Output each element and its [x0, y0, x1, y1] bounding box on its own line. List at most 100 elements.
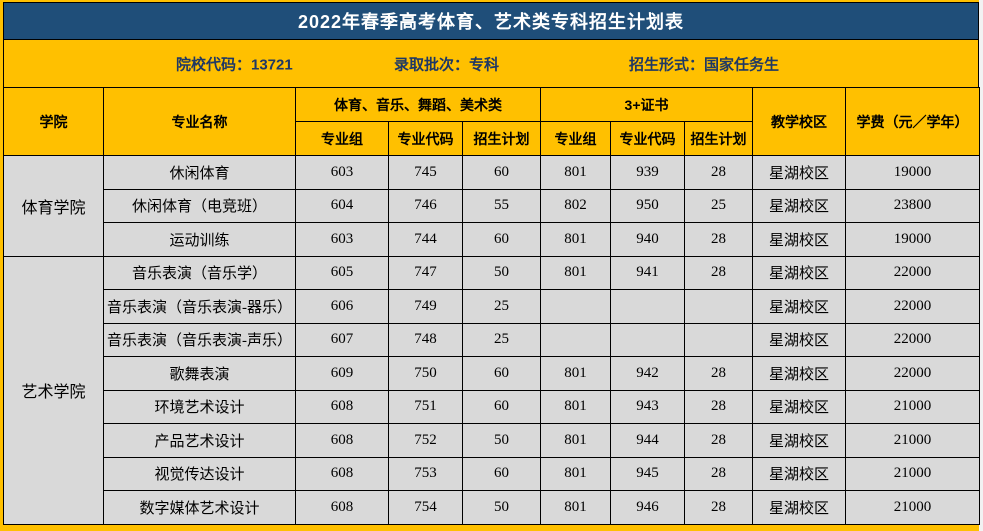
cert-code-cell — [610, 322, 686, 357]
header-tuition: 学费（元／学年） — [845, 87, 981, 156]
cert-group-cell: 801 — [540, 456, 612, 491]
tuition-cell: 21000 — [845, 423, 981, 458]
cert-group-cell: 801 — [540, 389, 612, 424]
cert-plan-cell — [684, 322, 754, 357]
table-row: 产品艺术设计 608 752 50 801 944 28 星湖校区 21000 — [4, 423, 981, 458]
major-cell: 休闲体育（电竞班） — [103, 188, 296, 223]
cert-code-cell: 942 — [610, 356, 686, 391]
header-cert-code: 专业代码 — [610, 121, 686, 156]
cert-plan-cell: 28 — [684, 255, 754, 290]
tuition-cell: 19000 — [845, 222, 981, 257]
arts-code-cell: 747 — [388, 255, 463, 290]
campus-cell: 星湖校区 — [752, 490, 847, 525]
arts-group-cell: 608 — [295, 423, 389, 458]
table-row: 数字媒体艺术设计 608 754 50 801 946 28 星湖校区 2100… — [4, 490, 981, 525]
cert-plan-cell: 28 — [684, 389, 754, 424]
major-cell: 环境艺术设计 — [103, 389, 296, 424]
major-cell: 音乐表演（音乐学） — [103, 255, 296, 290]
arts-group-cell: 604 — [295, 188, 389, 223]
cert-code-cell: 946 — [610, 490, 686, 525]
arts-group-cell: 607 — [295, 322, 389, 357]
arts-group-cell: 608 — [295, 490, 389, 525]
cert-plan-cell: 28 — [684, 456, 754, 491]
cert-plan-cell — [684, 289, 754, 324]
major-cell: 产品艺术设计 — [103, 423, 296, 458]
header-arts-group: 专业组 — [295, 121, 389, 156]
college-cell: 体育学院 — [3, 155, 104, 257]
tuition-cell: 23800 — [845, 188, 981, 223]
header-campus: 教学校区 — [752, 87, 847, 156]
cert-group-cell: 801 — [540, 356, 612, 391]
arts-code-cell: 754 — [388, 490, 463, 525]
header-row-subs: 专业组 专业代码 招生计划 专业组 专业代码 招生计划 — [4, 121, 980, 156]
arts-group-cell: 608 — [295, 389, 389, 424]
cert-group-cell: 801 — [540, 255, 612, 290]
tuition-cell: 21000 — [845, 490, 981, 525]
header-arts-code: 专业代码 — [388, 121, 463, 156]
tuition-cell: 22000 — [845, 255, 981, 290]
campus-cell: 星湖校区 — [752, 188, 847, 223]
header-arts-plan: 招生计划 — [461, 121, 542, 156]
header-cert-plan: 招生计划 — [684, 121, 754, 156]
campus-cell: 星湖校区 — [752, 356, 847, 391]
cert-plan-cell: 28 — [684, 490, 754, 525]
page-title: 2022年春季高考体育、艺术类专科招生计划表 — [3, 2, 979, 40]
cert-group-cell: 801 — [540, 155, 612, 190]
sheet-right-edge — [979, 0, 983, 531]
cert-code-cell: 940 — [610, 222, 686, 257]
major-cell: 休闲体育 — [103, 155, 296, 190]
campus-cell: 星湖校区 — [752, 322, 847, 357]
table-row: 休闲体育（电竞班） 604 746 55 802 950 25 星湖校区 238… — [4, 188, 981, 223]
arts-group-cell: 606 — [295, 289, 389, 324]
header-row-groups: 学院 专业名称 体育、音乐、舞蹈、美术类 3+证书 教学校区 学费（元／学年） — [3, 87, 981, 156]
school-code: 院校代码：13721 — [176, 56, 293, 73]
table-row: 歌舞表演 609 750 60 801 942 28 星湖校区 22000 — [4, 356, 981, 391]
header-group-arts: 体育、音乐、舞蹈、美术类 — [294, 87, 542, 122]
arts-group-cell: 605 — [295, 255, 389, 290]
arts-code-cell: 744 — [388, 222, 463, 257]
arts-code-cell: 752 — [388, 423, 463, 458]
header-college: 学院 — [3, 87, 104, 156]
arts-plan-cell: 60 — [461, 389, 542, 424]
info-bar: 院校代码：13721 录取批次：专科 招生形式：国家任务生 — [3, 40, 979, 87]
table-row: 视觉传达设计 608 753 60 801 945 28 星湖校区 21000 — [4, 456, 981, 491]
cert-code-cell: 950 — [610, 188, 686, 223]
cert-group-cell: 802 — [540, 188, 612, 223]
major-cell: 视觉传达设计 — [103, 456, 296, 491]
table-row: 音乐表演（音乐表演-声乐） 607 748 25 星湖校区 22000 — [4, 322, 981, 357]
arts-group-cell: 608 — [295, 456, 389, 491]
cert-plan-cell: 28 — [684, 423, 754, 458]
arts-group-cell: 603 — [295, 222, 389, 257]
arts-code-cell: 749 — [388, 289, 463, 324]
tuition-cell: 21000 — [845, 456, 981, 491]
campus-cell: 星湖校区 — [752, 255, 847, 290]
table-row: 环境艺术设计 608 751 60 801 943 28 星湖校区 21000 — [4, 389, 981, 424]
cert-plan-cell: 25 — [684, 188, 754, 223]
arts-plan-cell: 60 — [461, 456, 542, 491]
cert-plan-cell: 28 — [684, 356, 754, 391]
campus-cell: 星湖校区 — [752, 155, 847, 190]
tuition-cell: 22000 — [845, 289, 981, 324]
tuition-cell: 22000 — [845, 356, 981, 391]
arts-plan-cell: 25 — [461, 322, 542, 357]
tuition-cell: 22000 — [845, 322, 981, 357]
campus-cell: 星湖校区 — [752, 423, 847, 458]
cert-group-cell — [540, 322, 612, 357]
major-cell: 歌舞表演 — [103, 356, 296, 391]
enrollment-table: 学院 专业名称 体育、音乐、舞蹈、美术类 3+证书 教学校区 学费（元／学年） … — [3, 87, 981, 525]
arts-plan-cell: 60 — [461, 356, 542, 391]
arts-code-cell: 746 — [388, 188, 463, 223]
cert-code-cell: 944 — [610, 423, 686, 458]
campus-cell: 星湖校区 — [752, 222, 847, 257]
arts-code-cell: 750 — [388, 356, 463, 391]
admission-batch: 录取批次：专科 — [394, 56, 500, 73]
major-cell: 运动训练 — [103, 222, 296, 257]
arts-plan-cell: 50 — [461, 423, 542, 458]
tuition-cell: 19000 — [845, 155, 981, 190]
arts-group-cell: 609 — [295, 356, 389, 391]
major-cell: 音乐表演（音乐表演-器乐） — [103, 289, 296, 324]
header-group-cert: 3+证书 — [540, 87, 754, 122]
college-cell: 艺术学院 — [3, 255, 104, 525]
header-major: 专业名称 — [103, 87, 296, 156]
